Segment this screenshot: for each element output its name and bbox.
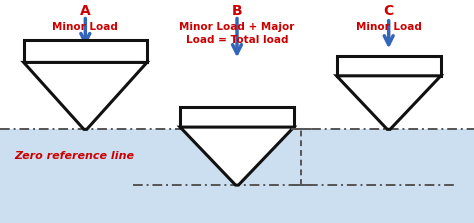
Polygon shape bbox=[337, 76, 441, 129]
Text: Minor Load + Major
Load = Total load: Minor Load + Major Load = Total load bbox=[179, 22, 295, 45]
Text: Zero reference line: Zero reference line bbox=[14, 151, 134, 161]
Bar bbox=[337, 56, 441, 76]
Text: C: C bbox=[383, 4, 394, 19]
Bar bbox=[180, 107, 294, 127]
Polygon shape bbox=[24, 62, 147, 129]
Text: A: A bbox=[80, 4, 91, 19]
Text: Minor Load: Minor Load bbox=[356, 22, 421, 32]
Bar bbox=[24, 40, 147, 62]
Text: B: B bbox=[232, 4, 242, 19]
Text: Minor Load: Minor Load bbox=[53, 22, 118, 32]
Polygon shape bbox=[180, 127, 294, 185]
Bar bbox=[0, 129, 474, 223]
